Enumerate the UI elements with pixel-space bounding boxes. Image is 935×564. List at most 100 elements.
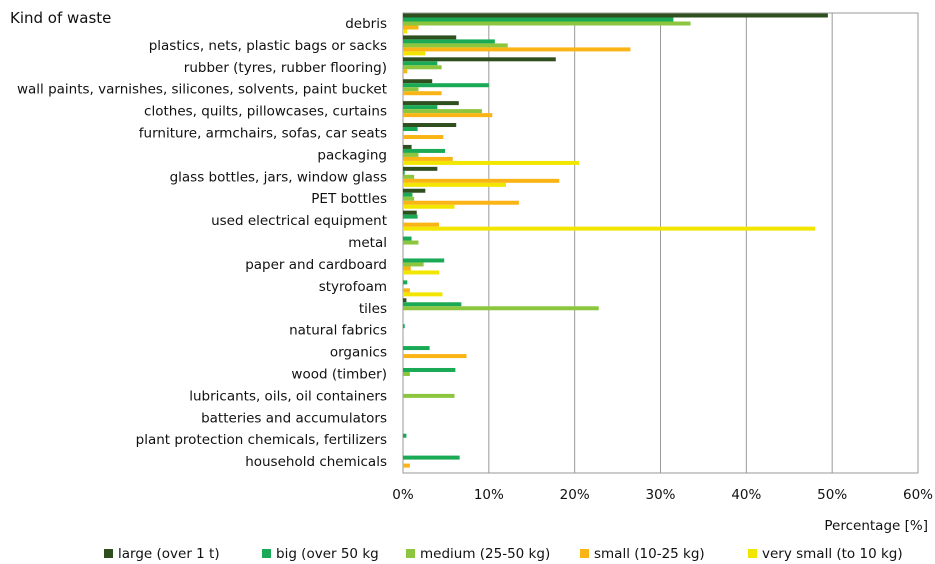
bar	[403, 174, 415, 179]
bar	[403, 148, 446, 153]
bar	[403, 35, 457, 40]
bar	[403, 214, 418, 219]
category-labels: debris plastics, nets, plastic bags or sa…	[17, 16, 387, 470]
category-label: natural fabrics	[289, 323, 387, 339]
category-label: lubricants, oils, oil containers	[189, 388, 387, 404]
bar	[403, 324, 405, 329]
bar	[403, 160, 579, 165]
category-label: plastics, nets, plastic bags or sacks	[149, 38, 387, 54]
bar	[403, 196, 415, 201]
legend-swatch	[262, 549, 271, 558]
bar	[403, 182, 506, 187]
bar	[403, 29, 408, 34]
bar	[403, 135, 444, 140]
bar	[403, 170, 405, 175]
x-tick-label: 60%	[903, 487, 933, 503]
legend-label: big (over 50 kg	[276, 546, 379, 562]
category-label: wood (timber)	[291, 366, 387, 382]
bar	[403, 200, 519, 205]
category-label: rubber (tyres, rubber flooring)	[184, 60, 387, 76]
legend-swatch	[104, 549, 113, 558]
category-label: wall paints, varnishes, silicones, solve…	[17, 82, 387, 98]
bar	[403, 144, 412, 149]
legend-label: very small (to 10 kg)	[762, 546, 903, 562]
legend-swatch	[580, 549, 589, 558]
bar	[403, 262, 424, 267]
bar	[403, 166, 438, 171]
bar	[403, 367, 456, 372]
x-axis-label: Percentage [%]	[824, 518, 928, 534]
category-label: paper and cardboard	[245, 257, 387, 273]
bar	[403, 109, 482, 114]
chart-title: Kind of waste	[10, 9, 111, 27]
bar	[403, 463, 410, 468]
bar	[403, 87, 419, 92]
legend-label: large (over 1 t)	[118, 546, 220, 562]
category-label: PET bottles	[311, 191, 387, 207]
legend: large (over 1 t) big (over 50 kg medium (2…	[104, 546, 903, 562]
bar	[403, 13, 828, 18]
bars	[403, 13, 828, 468]
legend-swatch	[748, 549, 757, 558]
category-label: debris	[345, 16, 387, 32]
bar	[403, 302, 462, 307]
bar	[403, 79, 433, 84]
bar	[403, 47, 631, 52]
bar	[403, 65, 442, 70]
bar	[403, 21, 691, 26]
category-label: household chemicals	[245, 454, 387, 470]
bar	[403, 25, 419, 30]
bar	[403, 222, 440, 227]
bar	[403, 455, 460, 460]
bar	[403, 192, 413, 197]
category-label: furniture, armchairs, sofas, car seats	[139, 126, 387, 142]
x-tick-label: 20%	[560, 487, 590, 503]
bar	[403, 188, 426, 193]
bar	[403, 43, 508, 48]
bar	[403, 178, 560, 183]
x-tick-label: 10%	[474, 487, 504, 503]
bar	[403, 236, 412, 241]
bar	[403, 204, 455, 209]
category-label: used electrical equipment	[211, 213, 387, 229]
bar	[403, 240, 419, 245]
bar	[403, 298, 407, 303]
bar	[403, 17, 674, 22]
category-label: glass bottles, jars, window glass	[170, 169, 387, 185]
category-label: plant protection chemicals, fertilizers	[136, 432, 387, 448]
bar	[403, 152, 419, 157]
bar	[403, 127, 418, 132]
x-tick-label: 30%	[645, 487, 675, 503]
bar	[403, 156, 453, 161]
bar	[403, 433, 407, 438]
legend-label: small (10-25 kg)	[594, 546, 705, 562]
bar	[403, 270, 440, 275]
bar	[403, 113, 493, 118]
category-label: styrofoam	[319, 279, 387, 295]
category-label: organics	[330, 345, 387, 361]
bar	[403, 258, 445, 263]
category-label: packaging	[317, 147, 387, 163]
bar	[403, 39, 495, 44]
bar	[403, 266, 411, 271]
bar	[403, 292, 443, 297]
bar	[403, 69, 408, 74]
legend-swatch	[406, 549, 415, 558]
bar	[403, 51, 426, 56]
bar	[403, 288, 410, 293]
bar	[403, 61, 438, 66]
bar	[403, 105, 438, 110]
x-tick-label: 40%	[731, 487, 761, 503]
bar	[403, 306, 599, 311]
category-label: tiles	[359, 301, 387, 317]
x-tick-label: 50%	[817, 487, 847, 503]
bar	[403, 354, 467, 359]
bar	[403, 226, 815, 231]
bar	[403, 346, 430, 351]
bar	[403, 371, 410, 376]
x-tick-label: 0%	[392, 487, 414, 503]
bar	[403, 210, 417, 215]
category-label: batteries and accumulators	[201, 410, 387, 426]
